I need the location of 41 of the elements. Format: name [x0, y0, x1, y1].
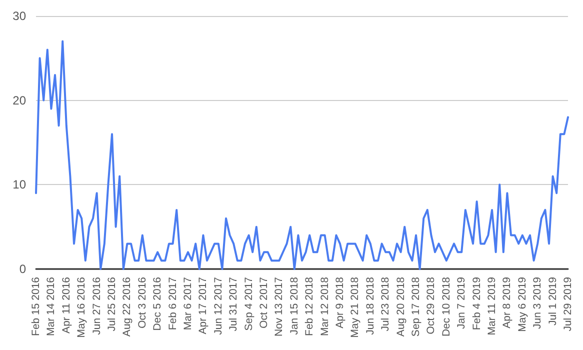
- x-tick-label: Jun 18 2018: [364, 276, 376, 335]
- y-tick-label: 10: [12, 178, 26, 192]
- x-tick-label: Dec 10 2018: [440, 276, 452, 337]
- x-tick-label: Mar 12 2018: [318, 276, 331, 336]
- x-tick-label: Oct 29 2018: [425, 276, 438, 334]
- x-tick-label: Mar 14 2016: [45, 276, 58, 336]
- x-tick-label: Jun 3 2019: [532, 276, 544, 329]
- x-tick-label: Apr 9 2018: [334, 276, 346, 328]
- x-tick-label: Sep 4 2017: [242, 276, 255, 331]
- x-tick-label: Jan 7 2019: [456, 276, 468, 329]
- x-tick-label: Apr 8 2019: [501, 276, 514, 328]
- x-tick-label: Jul 29 2019: [562, 276, 574, 332]
- x-tick-label: May 21 2018: [349, 276, 362, 338]
- x-tick-label: Mar 11 2019: [486, 276, 498, 336]
- x-tick-label: Feb 4 2019: [470, 276, 483, 330]
- x-tick-label: Apr 11 2016: [60, 276, 72, 334]
- x-tick-label: May 6 2019: [516, 276, 528, 332]
- x-tick-label: Jun 27 2016: [90, 276, 103, 335]
- x-tick-label: Mar 6 2017: [182, 276, 194, 330]
- x-tick-label: Jul 25 2016: [106, 276, 118, 332]
- x-tick-label: Jul 31 2017: [228, 276, 240, 332]
- y-tick-label: 30: [12, 9, 26, 23]
- y-tick-label: 20: [12, 93, 26, 108]
- x-tick-label: Oct 3 2016: [136, 276, 148, 328]
- x-tick-label: Feb 15 2016: [30, 276, 42, 336]
- x-tick-label: Jun 12 2017: [212, 276, 224, 335]
- x-tick-label: Jan 15 2018: [288, 276, 300, 335]
- x-tick-label: May 16 2016: [76, 276, 88, 338]
- x-tick-label: Feb 12 2018: [304, 276, 316, 336]
- line-series: [35, 40, 569, 270]
- x-tick-label: Jul 1 2019: [546, 276, 559, 326]
- x-tick-label: Aug 22 2016: [121, 276, 134, 337]
- x-tick-label: Apr 17 2017: [197, 276, 210, 334]
- x-tick-label: Jul 23 2018: [380, 276, 392, 332]
- x-tick-label: Sep 17 2018: [410, 276, 422, 337]
- x-tick-label: Oct 2 2017: [258, 276, 270, 328]
- x-tick-label: Feb 6 2017: [166, 276, 179, 330]
- x-tick-label: Nov 13 2017: [273, 276, 286, 337]
- y-tick-label: 0: [19, 262, 26, 276]
- x-tick-label: Aug 20 2018: [394, 276, 407, 337]
- x-tick-label: Dec 5 2016: [152, 276, 164, 331]
